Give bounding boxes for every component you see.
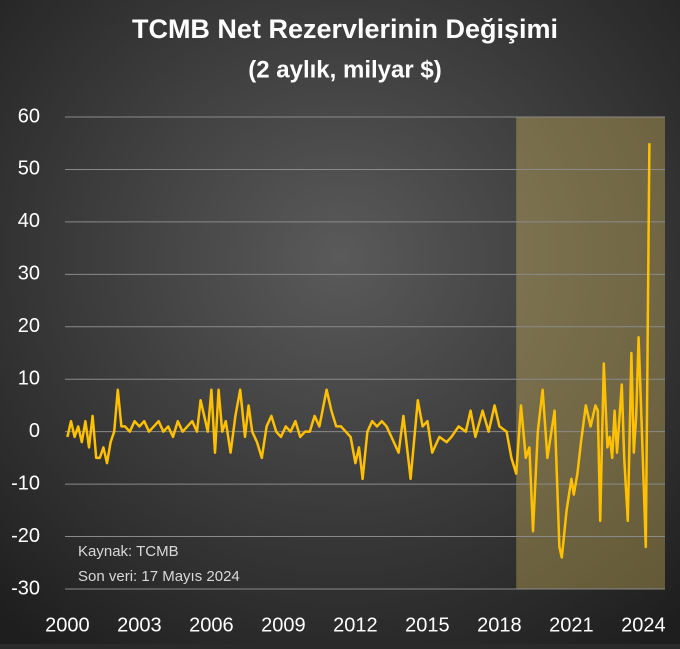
x-tick-label: 2012 [333,614,378,636]
x-tick-label: 2006 [189,614,234,636]
x-tick-label: 2018 [477,614,522,636]
chart-subtitle: (2 aylık, milyar $) [248,56,441,83]
y-tick-label: 60 [18,105,40,127]
data-line [66,143,651,559]
x-tick-label: 2015 [405,614,450,636]
y-tick-label: 10 [18,368,40,390]
y-tick-label: 50 [18,158,40,180]
y-tick-label: 30 [18,263,40,285]
x-tick-label: 2000 [45,614,90,636]
annotation: Son veri: 17 Mayıs 2024 [78,568,240,585]
chart-title: TCMB Net Rezervlerinin Değişimi [132,14,558,44]
y-tick-label: -20 [11,525,40,547]
y-tick-label: -30 [11,577,40,599]
highlight-region [516,117,665,589]
annotation: Kaynak: TCMB [78,543,179,560]
y-tick-label: 0 [29,420,40,442]
y-tick-label: 20 [18,315,40,337]
x-tick-label: 2009 [261,614,306,636]
x-tick-label: 2024 [621,614,666,636]
y-tick-label: -10 [11,472,40,494]
x-tick-label: 2003 [117,614,162,636]
x-tick-label: 2021 [549,614,594,636]
y-tick-label: 40 [18,210,40,232]
